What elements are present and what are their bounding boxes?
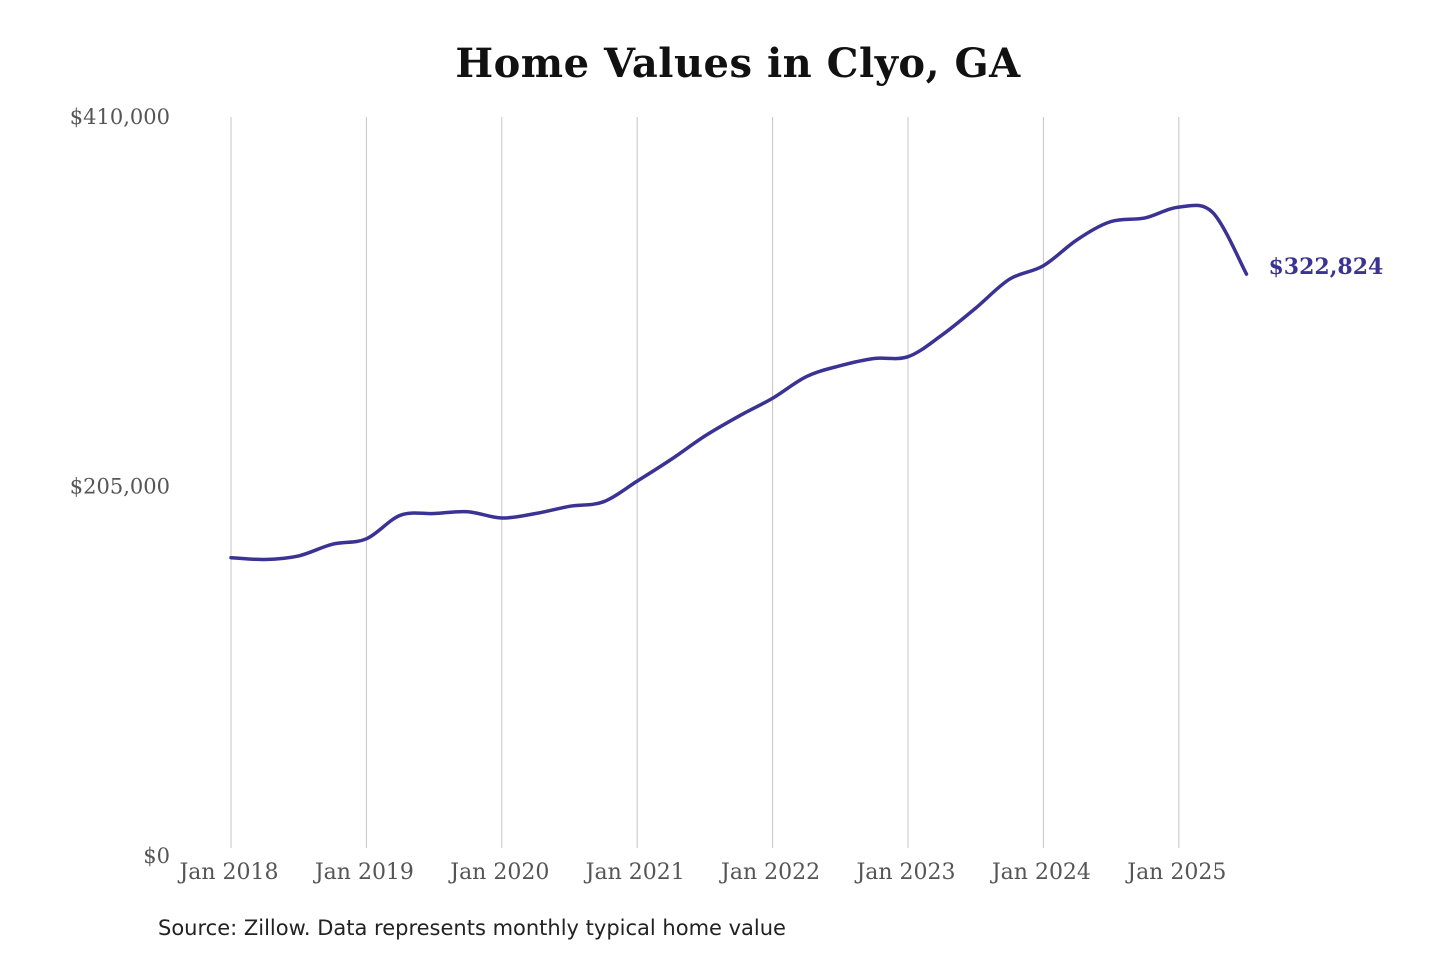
- x-tick-label: Jan 2022: [719, 860, 820, 885]
- chart-title: Home Values in Clyo, GA: [455, 40, 1021, 87]
- x-tick-label: Jan 2025: [1125, 860, 1226, 885]
- x-tick-label: Jan 2019: [313, 860, 414, 885]
- end-value-label: $322,824: [1269, 254, 1384, 280]
- y-tick-label: $0: [143, 844, 170, 868]
- series-line: [229, 203, 1249, 562]
- x-tick-label: Jan 2024: [990, 860, 1091, 885]
- x-tick-label: Jan 2020: [448, 860, 549, 885]
- x-tick-label: Jan 2021: [584, 860, 685, 885]
- x-tick-label: Jan 2023: [854, 860, 955, 885]
- y-tick-label: $205,000: [70, 475, 170, 499]
- y-tick-label: $410,000: [70, 105, 170, 129]
- source-note: Source: Zillow. Data represents monthly …: [158, 916, 786, 940]
- y-axis-ticks: $410,000 $205,000 $0: [70, 105, 170, 868]
- x-axis-ticks: Jan 2018 Jan 2019 Jan 2020 Jan 2021 Jan 2022…: [177, 860, 1226, 885]
- x-tick-label: Jan 2018: [177, 860, 278, 885]
- gridlines: [230, 117, 1180, 848]
